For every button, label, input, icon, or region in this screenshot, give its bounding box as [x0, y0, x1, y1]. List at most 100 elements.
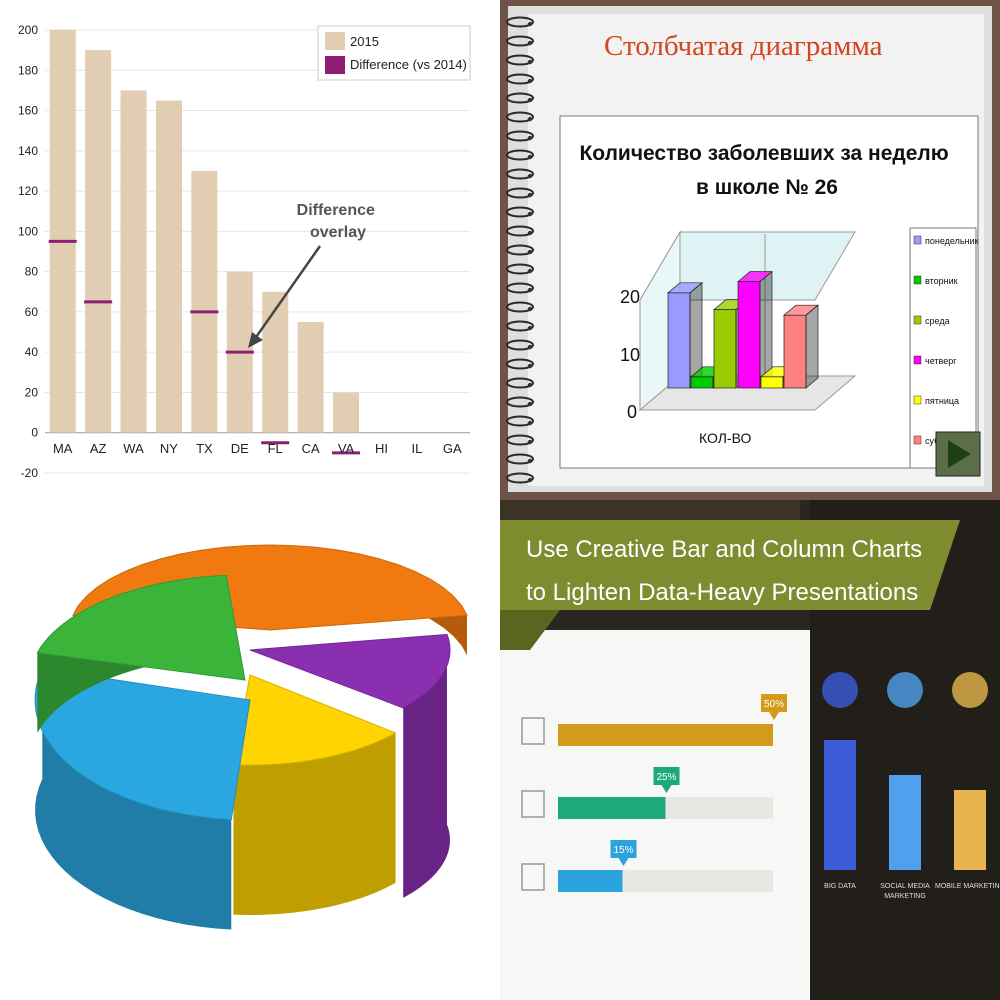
y-tick-label: 0	[627, 402, 637, 422]
column-bar: SOCIAL MEDIA MARKETING	[880, 672, 930, 900]
ring-hole	[527, 211, 533, 217]
ring	[506, 149, 534, 161]
creative-bar-column-panel: Use Creative Bar and Column Charts to Li…	[500, 500, 1000, 1000]
column-fill	[824, 740, 856, 870]
annotation-arrow	[248, 245, 322, 348]
bar-fill	[558, 797, 666, 819]
value-label: 50%	[764, 699, 784, 710]
ring-hole	[527, 249, 533, 255]
column-icon	[887, 672, 923, 708]
legend-label: пятница	[925, 396, 959, 406]
ring-hole	[527, 287, 533, 293]
column-bar: BIG DATA	[822, 672, 858, 890]
y-tick-label: 10	[620, 345, 640, 365]
ring-hole	[527, 116, 533, 122]
legend: понедельниквторниксредачетвергпятницасуб…	[909, 227, 979, 469]
ring-hole	[527, 306, 533, 312]
slide-title: Столбчатая диаграмма	[604, 30, 883, 62]
next-slide-button[interactable]	[935, 431, 981, 477]
y-tick-label: 100	[18, 224, 38, 238]
bar-side	[805, 304, 819, 389]
slide-3d-bar-panel: Столбчатая диаграмма Количество заболевш…	[500, 0, 1000, 500]
ring-hole	[527, 477, 533, 483]
pie-chart-3d-panel	[0, 500, 500, 1000]
ring	[506, 16, 534, 28]
bar	[49, 30, 76, 433]
y-tick-label: 180	[18, 63, 38, 77]
ring-hole	[527, 268, 533, 274]
bar-3d	[667, 282, 703, 389]
ring	[506, 339, 534, 351]
ring	[506, 244, 534, 256]
pie-slice	[34, 668, 251, 930]
column-label: MOBILE MARKETING	[935, 883, 1000, 890]
x-tick-label: DE	[231, 441, 249, 456]
x-tick-label: TX	[196, 441, 213, 456]
x-tick-label: MA	[53, 441, 73, 456]
slide-3d-bar-chart: Столбчатая диаграмма Количество заболевш…	[500, 0, 1000, 500]
ring	[506, 35, 534, 47]
pie-slice-side	[233, 732, 396, 915]
pie-slice-top	[232, 674, 397, 766]
x-tick-label: CA	[302, 441, 320, 456]
bar-fill	[558, 870, 623, 892]
ring-hole	[527, 59, 533, 65]
ring	[506, 396, 534, 408]
ring	[506, 263, 534, 275]
legend-swatch	[913, 395, 922, 405]
x-tick-label: FL	[268, 441, 283, 456]
ring-hole	[527, 458, 533, 464]
ring	[506, 92, 534, 104]
annotation-difference-overlay: Difference overlay	[297, 202, 380, 241]
ring	[506, 358, 534, 370]
column-label: SOCIAL MEDIA MARKETING	[880, 883, 930, 900]
pie-slice	[36, 574, 246, 733]
horizontal-bar: 50%	[521, 694, 787, 746]
legend-swatch	[913, 435, 922, 445]
bar-front	[760, 376, 784, 389]
notebook-rings	[506, 16, 534, 484]
value-label: 15%	[613, 845, 633, 856]
pie-slice-side	[35, 668, 232, 930]
slide-title: Use Creative Bar and Column Charts to Li…	[526, 536, 929, 606]
x-tick-label: GA	[443, 441, 462, 456]
ring	[506, 301, 534, 313]
legend-swatch-difference	[325, 56, 345, 74]
bar-chart-difference-panel: -20 0 20 40 60 80 100 120 140 160 180 200 MA AZ WA NY T…	[0, 0, 500, 500]
bar-front	[667, 292, 691, 389]
legend-label: среда	[925, 316, 950, 326]
legend-swatch	[913, 315, 922, 325]
bar-row-icon	[521, 790, 545, 818]
pie-chart-3d	[34, 544, 468, 930]
y-tick-label: 60	[25, 305, 39, 319]
bar	[155, 100, 182, 433]
pie-slice-top	[34, 668, 251, 821]
ring-hole	[527, 363, 533, 369]
x-tick-label: VA	[338, 441, 355, 456]
ring-hole	[527, 97, 533, 103]
x-tick-label: NY	[160, 441, 178, 456]
ring-hole	[527, 40, 533, 46]
ring	[506, 225, 534, 237]
ring	[506, 73, 534, 85]
column-icon	[822, 672, 858, 708]
column-fill	[954, 790, 986, 870]
ring-hole	[527, 154, 533, 160]
bar-3d	[783, 304, 819, 389]
pie-slice-side	[403, 634, 450, 898]
bar	[191, 170, 218, 433]
ring-hole	[527, 439, 533, 445]
pie-slice	[249, 633, 451, 898]
y-tick-label: 40	[25, 345, 39, 359]
ring-hole	[527, 382, 533, 388]
bar-chart-difference: -20 0 20 40 60 80 100 120 140 160 180 200 MA AZ WA NY T…	[18, 23, 471, 480]
bar	[333, 392, 360, 433]
bar-front	[737, 281, 761, 389]
ring	[506, 282, 534, 294]
pie-slice	[232, 674, 397, 915]
y-tick-label: 20	[25, 385, 39, 399]
y-tick-label: 140	[18, 144, 38, 158]
ring-hole	[527, 135, 533, 141]
bar	[85, 50, 112, 433]
ring-hole	[527, 230, 533, 236]
